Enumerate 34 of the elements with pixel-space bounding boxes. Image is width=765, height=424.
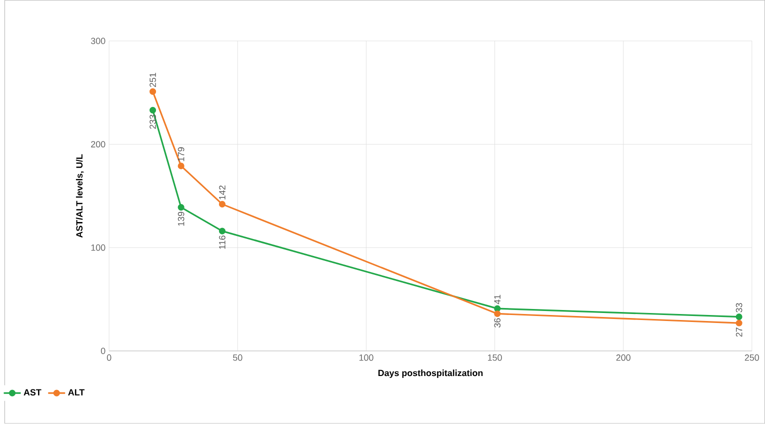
y-tick-label: 0 <box>100 348 106 354</box>
x-axis-title: Days posthospitalization <box>378 370 483 378</box>
point <box>736 314 742 320</box>
data-label: 142 <box>219 186 226 200</box>
point <box>150 107 156 114</box>
point <box>218 201 226 208</box>
data-label: 27 <box>736 328 742 337</box>
x-tick-label: 0 <box>106 354 112 361</box>
data-label: 36 <box>494 318 501 328</box>
y-axis-title: AST/ALT levels, U/L <box>76 154 84 238</box>
legend-label: AST <box>24 389 42 396</box>
data-label: 251 <box>150 73 156 88</box>
y-tick-label: 200 <box>91 141 106 148</box>
x-tick-label: 200 <box>616 354 630 361</box>
data-label: 116 <box>219 236 226 249</box>
point <box>178 162 184 170</box>
x-tick-label: 50 <box>233 354 242 361</box>
point <box>494 305 501 312</box>
point <box>150 88 156 96</box>
x-tick-label: 100 <box>359 354 374 361</box>
legend-label: ALT <box>68 389 85 396</box>
point <box>494 310 501 318</box>
data-label: 33 <box>736 303 742 312</box>
y-tick-label: 300 <box>90 38 106 44</box>
data-label: 233 <box>150 114 156 129</box>
data-label: 139 <box>178 212 184 226</box>
point <box>218 228 226 235</box>
point <box>178 204 184 211</box>
point <box>736 320 742 326</box>
data-label: 179 <box>178 147 184 162</box>
data-label: 41 <box>494 295 500 304</box>
x-tick-label: 150 <box>488 354 502 361</box>
y-tick-label: 100 <box>91 244 106 251</box>
x-tick-label: 250 <box>744 354 760 361</box>
